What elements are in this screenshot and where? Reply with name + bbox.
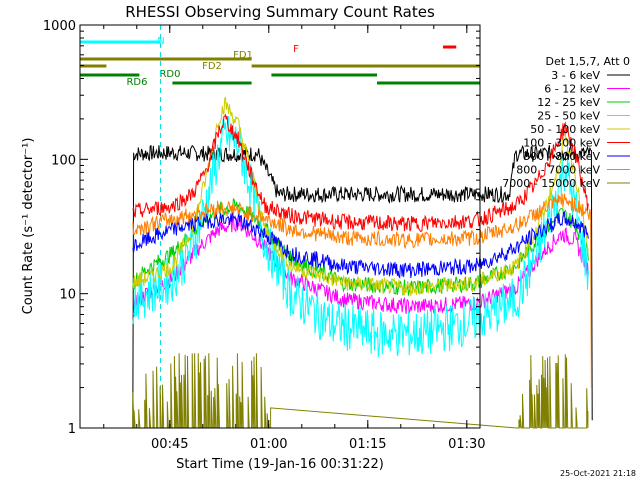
legend-label-8: 7000 - 15000 keV — [502, 177, 600, 190]
y-tick-label-1: 10 — [59, 288, 76, 303]
x-tick-label-3: 01:30 — [448, 437, 485, 452]
legend-header: Det 1,5,7, Att 0 — [546, 55, 630, 68]
legend-label-5: 100 - 300 keV — [523, 137, 600, 150]
legend-label-6: 300 - 800 keV — [523, 150, 600, 163]
chart-title: RHESSI Observing Summary Count Rates — [125, 3, 435, 21]
series-line-8 — [132, 353, 589, 429]
y-tick-label-0: 1 — [68, 422, 76, 437]
series-line-0 — [132, 144, 593, 429]
flag-label-fd1: FD1 — [233, 50, 253, 61]
legend-label-7: 800 - 7000 keV — [516, 164, 600, 177]
series-line-7 — [132, 193, 592, 388]
plot-area: N F FD1 FD2 RD0 RD6 — [79, 25, 593, 429]
x-tick-label-2: 01:15 — [349, 437, 386, 452]
legend-label-2: 12 - 25 keV — [537, 96, 600, 109]
y-axis-label: Count Rate (s⁻¹ detector⁻¹) — [21, 138, 36, 315]
legend-label-3: 25 - 50 keV — [537, 110, 600, 123]
legend-label-4: 50 - 100 keV — [530, 123, 600, 136]
x-tick-label-0: 00:45 — [151, 437, 188, 452]
flag-label-n: N — [157, 36, 164, 47]
x-tick-label-1: 01:00 — [250, 437, 287, 452]
flag-label-rd6: RD6 — [126, 77, 147, 88]
flag-label-rd0: RD0 — [159, 69, 180, 80]
series-line-5 — [132, 113, 589, 232]
x-axis-label: Start Time (19-Jan-16 00:31:22) — [176, 457, 384, 472]
y-axis: 1 10 100 1000 — [43, 19, 480, 437]
flag-label-fd2: FD2 — [202, 61, 222, 72]
timestamp: 25-Oct-2021 21:18 — [560, 469, 636, 478]
flag-label-f: F — [293, 44, 299, 55]
plot-frame — [79, 24, 481, 429]
series-line-3 — [132, 116, 589, 358]
legend-label-0: 3 - 6 keV — [551, 69, 600, 82]
legend-label-1: 6 - 12 keV — [544, 83, 600, 96]
y-tick-label-3: 1000 — [43, 19, 76, 34]
series-line-6 — [132, 211, 589, 279]
y-tick-label-2: 100 — [51, 153, 76, 168]
x-axis: 00:45 01:00 01:15 01:30 — [103, 25, 486, 452]
